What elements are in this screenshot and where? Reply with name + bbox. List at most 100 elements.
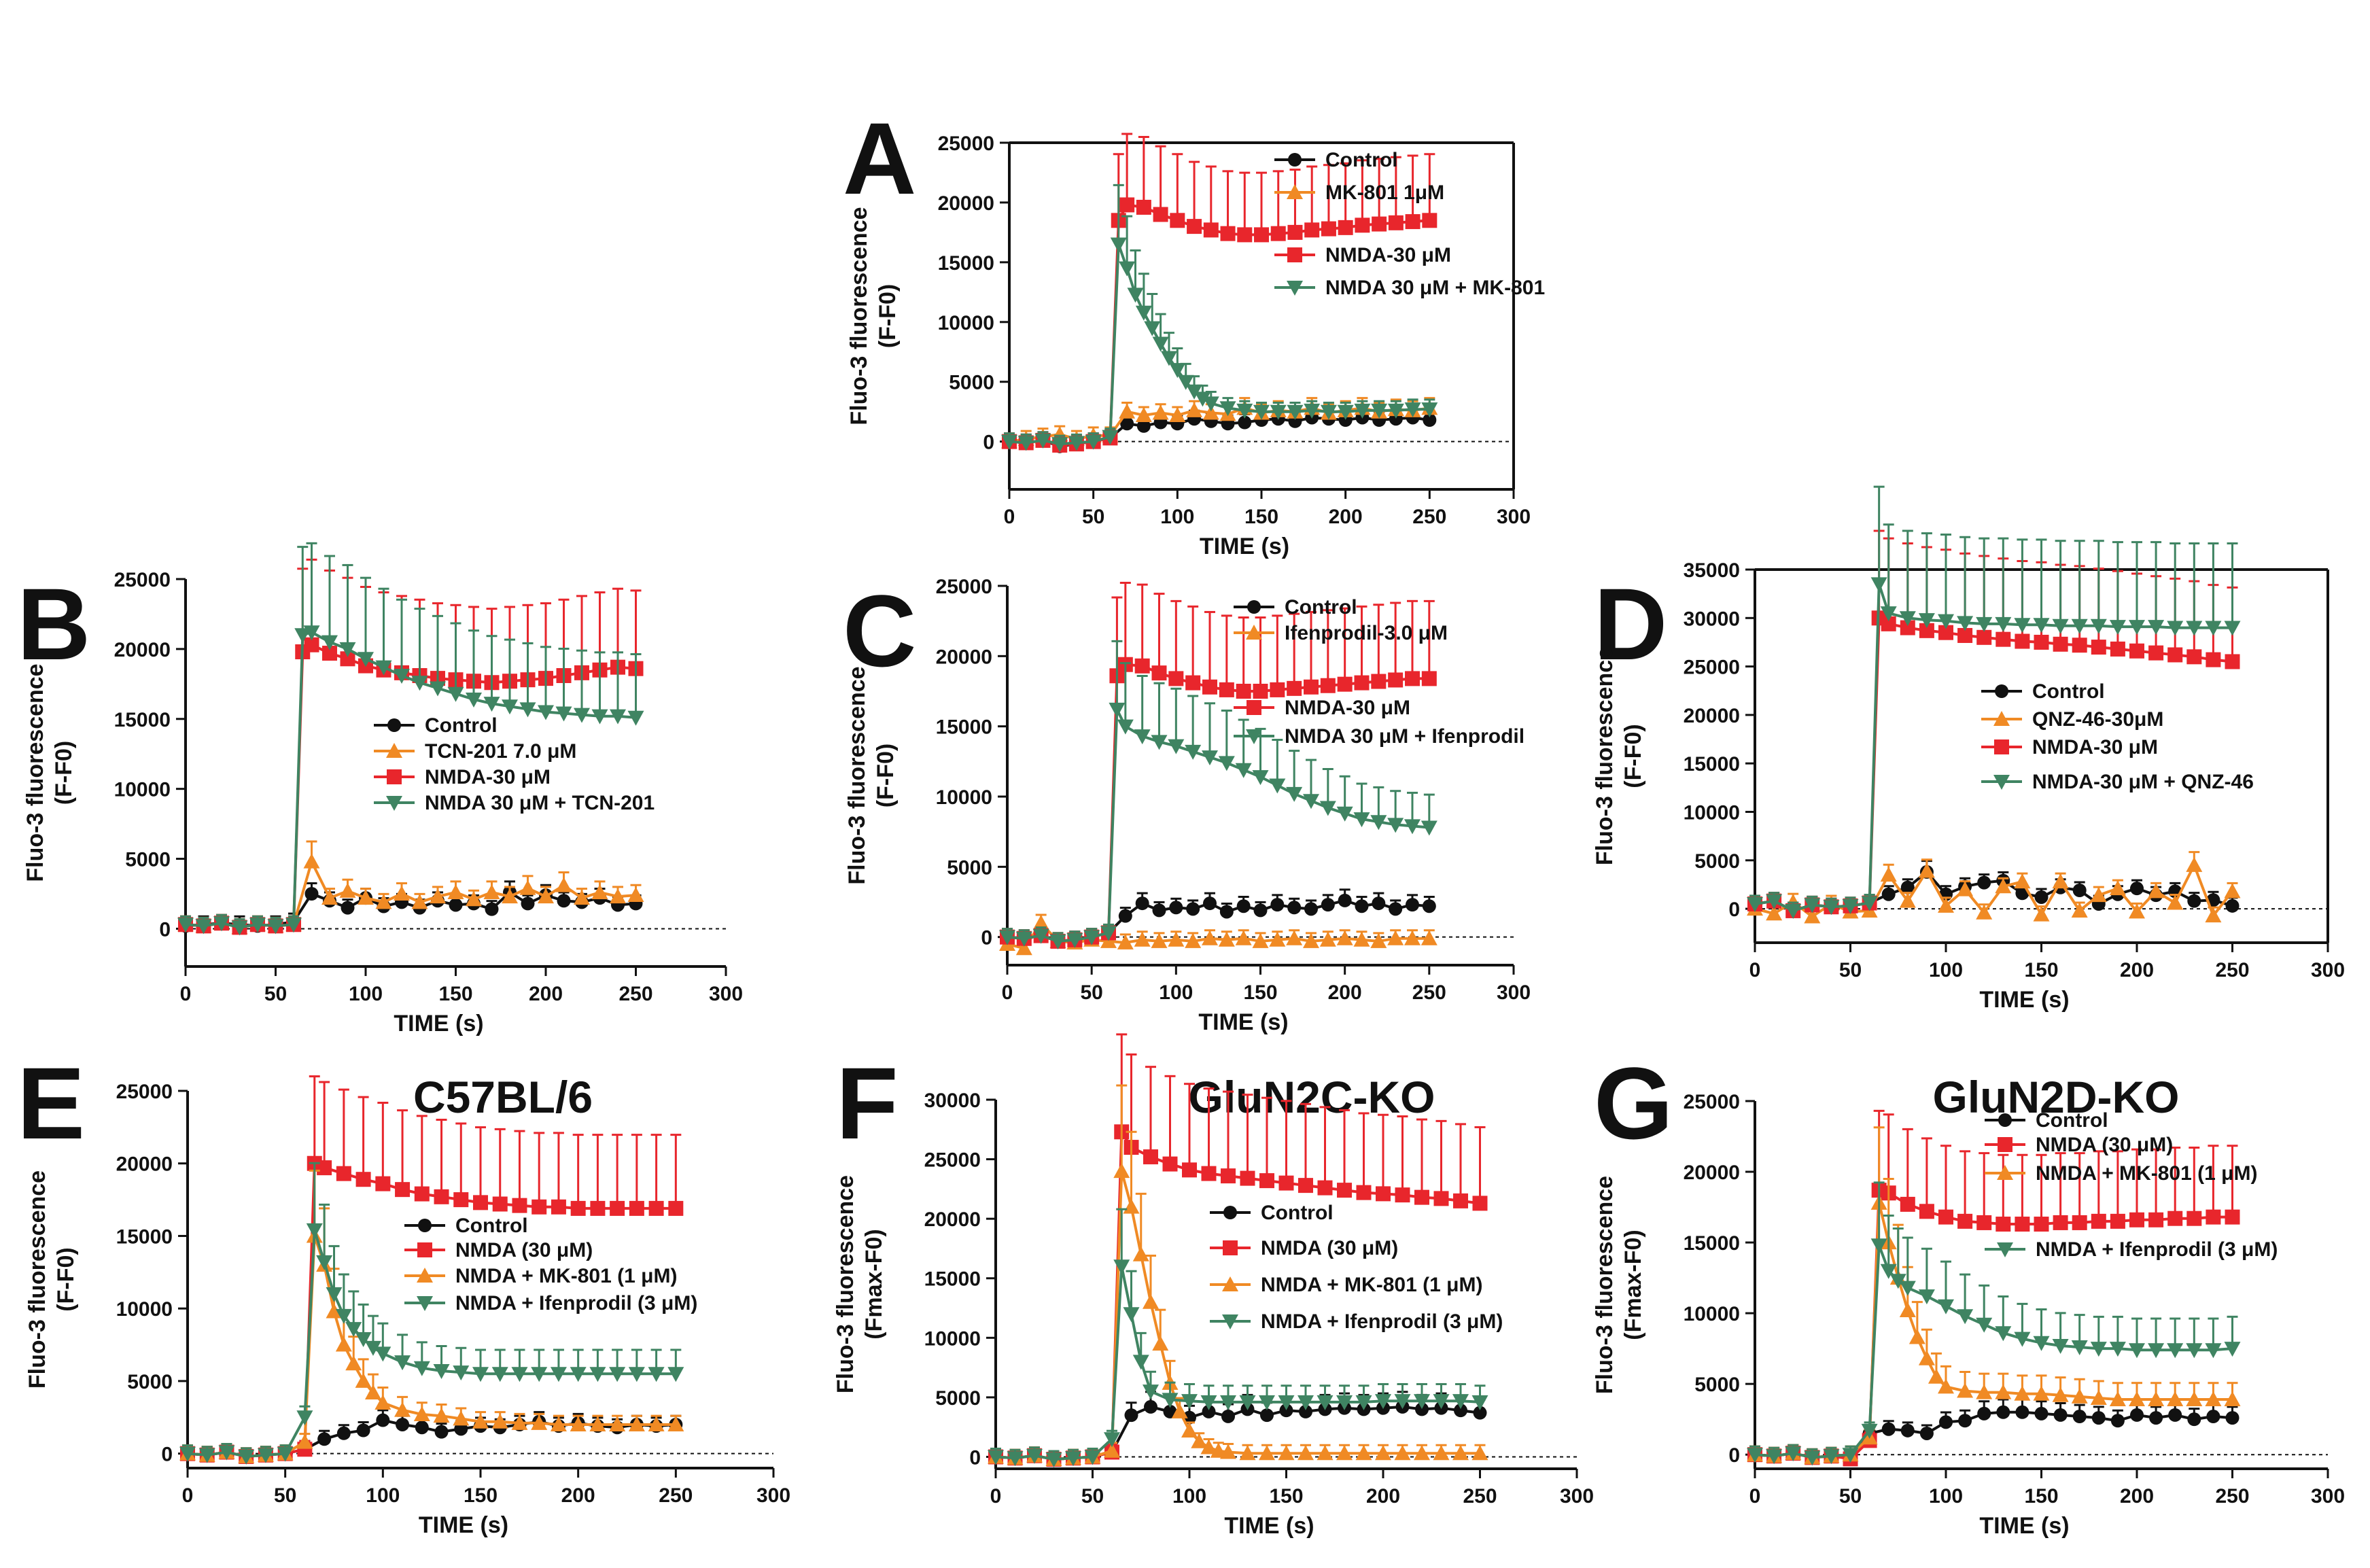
data-point xyxy=(1899,611,1916,627)
data-point xyxy=(1132,1246,1149,1261)
data-point xyxy=(2014,873,2031,889)
legend-swatch-marker xyxy=(1223,1240,1238,1255)
data-point xyxy=(1045,1452,1062,1467)
y-tick-label: 15000 xyxy=(1684,753,1740,776)
legend-swatch-marker xyxy=(1998,1137,2012,1152)
data-point xyxy=(1278,1395,1295,1410)
data-point xyxy=(2225,1209,2240,1225)
data-point xyxy=(1015,931,1032,947)
x-tick-label: 250 xyxy=(618,983,652,1005)
data-point xyxy=(2130,1408,2144,1422)
data-point xyxy=(1938,1378,1954,1394)
legend-swatch-marker xyxy=(1247,700,1261,715)
y-tick-label: 20000 xyxy=(924,1208,981,1231)
data-point xyxy=(629,1200,644,1216)
x-tick-label: 100 xyxy=(1929,1485,1963,1508)
legend-label: Control xyxy=(455,1215,528,1237)
data-point xyxy=(1371,674,1387,689)
legend-swatch-marker xyxy=(1222,1276,1238,1291)
data-point xyxy=(339,642,356,657)
data-point xyxy=(294,628,311,644)
y-tick-label: 20000 xyxy=(1684,705,1740,727)
data-point xyxy=(472,1413,489,1429)
data-point xyxy=(1747,896,1763,912)
legend: Control QNZ-46-30μM NMDA-30 μM NMDA-30 μM +… xyxy=(1981,680,2254,793)
data-point xyxy=(1219,905,1234,919)
data-point xyxy=(1151,735,1168,750)
data-point xyxy=(2109,1342,2126,1357)
data-point xyxy=(1007,1451,1024,1467)
data-point xyxy=(1168,671,1184,686)
x-axis-label: TIME (s) xyxy=(1224,1513,1314,1539)
y-axis-label: Fluo-3 fluorescence xyxy=(844,666,870,884)
data-point xyxy=(364,1340,381,1356)
data-point xyxy=(472,1367,489,1382)
legend-label: NMDA (30 μM) xyxy=(2036,1134,2173,1156)
data-point xyxy=(1414,1394,1430,1410)
panel-letter: D xyxy=(1594,567,1667,681)
data-point xyxy=(2034,1217,2049,1232)
data-point xyxy=(1152,1336,1169,1351)
data-point xyxy=(1804,1450,1821,1466)
data-point xyxy=(1254,227,1269,243)
data-point xyxy=(1870,1238,1887,1254)
legend-label: NMDA 30 μM + Ifenprodil xyxy=(1285,725,1524,748)
data-point xyxy=(1355,217,1370,233)
data-point xyxy=(2205,907,2222,923)
legend-label: Control xyxy=(1285,596,1357,619)
data-point xyxy=(213,916,230,932)
data-point xyxy=(1136,419,1151,433)
data-point xyxy=(2110,641,2125,657)
data-point xyxy=(1202,679,1217,695)
data-point xyxy=(1135,896,1149,911)
data-point xyxy=(2129,643,2144,659)
data-point xyxy=(2186,1343,2203,1359)
y-tick-label: 5000 xyxy=(947,856,992,879)
data-point xyxy=(1287,680,1302,696)
data-point xyxy=(550,1367,567,1382)
data-point xyxy=(411,894,428,909)
x-tick-label: 200 xyxy=(1329,506,1363,528)
data-point xyxy=(1203,896,1217,911)
legend-label: NMDA + Ifenprodil (3 μM) xyxy=(1261,1310,1503,1333)
data-point xyxy=(1387,403,1404,419)
legend-label: NMDA-30 μM xyxy=(425,766,551,788)
data-point xyxy=(2225,654,2240,669)
data-point xyxy=(1202,404,1219,420)
data-point xyxy=(2148,1343,2165,1359)
x-tick-label: 150 xyxy=(2024,959,2058,981)
y-tick-label: 15000 xyxy=(116,1225,173,1248)
data-point xyxy=(1785,1446,1802,1462)
data-point xyxy=(555,706,572,722)
data-point xyxy=(394,885,410,901)
x-tick-label: 300 xyxy=(1497,506,1531,528)
data-point xyxy=(1240,1170,1255,1186)
data-point xyxy=(1186,902,1200,916)
x-tick-label: 50 xyxy=(1082,506,1104,528)
x-axis-label: TIME (s) xyxy=(1198,1009,1288,1035)
data-point xyxy=(1338,220,1353,235)
data-point xyxy=(1317,1395,1334,1410)
data-point xyxy=(2110,1213,2125,1229)
x-tick-label: 0 xyxy=(1749,1485,1761,1508)
series-nmda-ifenprodil-3-m xyxy=(179,1162,684,1465)
data-point xyxy=(1194,391,1211,407)
y-tick-label: 25000 xyxy=(924,1149,981,1172)
data-point xyxy=(1957,1382,1974,1398)
y-tick-label: 5000 xyxy=(125,849,171,871)
legend-label: NMDA 30 μM + MK-801 xyxy=(1325,277,1545,299)
data-point xyxy=(521,896,535,911)
legend-swatch-marker xyxy=(1993,775,2010,790)
data-point xyxy=(1394,1445,1411,1461)
data-point xyxy=(1766,1449,1783,1465)
data-point xyxy=(1169,901,1183,915)
data-point xyxy=(1433,1394,1450,1410)
data-point xyxy=(1918,863,1935,878)
data-point xyxy=(1177,374,1194,390)
data-point xyxy=(531,1199,547,1215)
data-point xyxy=(1136,199,1151,215)
data-point xyxy=(2033,618,2050,633)
legend-swatch-marker xyxy=(1223,1206,1237,1219)
y-tick-label: 10000 xyxy=(938,312,994,334)
data-point xyxy=(2186,856,2203,872)
